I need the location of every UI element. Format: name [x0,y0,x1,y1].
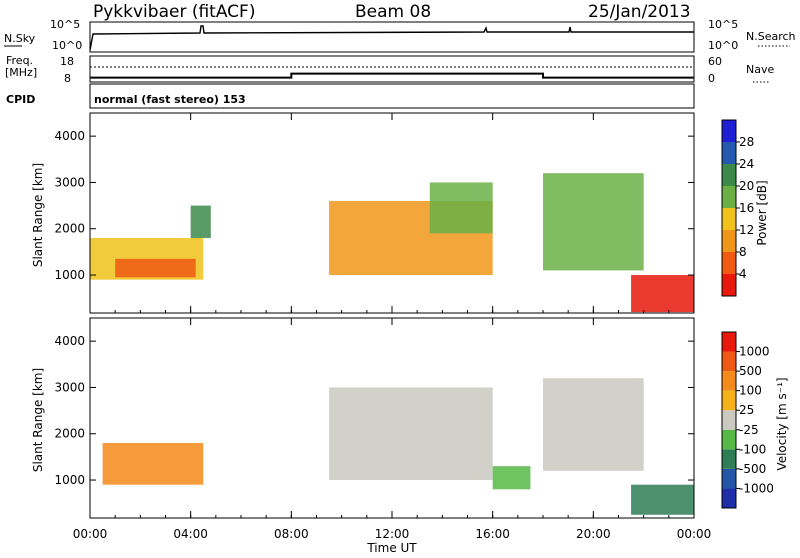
x-tick-label: 16:00 [475,527,510,541]
echo-region [631,484,694,515]
power-colorbar-swatch [722,186,736,208]
nsearch-tick-bottom: 10^0 [708,39,738,52]
power-colorbar-swatch [722,164,736,186]
power-colorbar-swatch [722,252,736,274]
x-tick-label: 00:00 [677,527,712,541]
echo-region [631,275,694,313]
power-echoes [90,173,694,313]
velocity-ylabel: Slant Range [km] [31,368,45,472]
velocity-colorbar-swatch [722,390,736,411]
velocity-colorbar-swatch [722,429,736,450]
y-tick-label: 3000 [54,380,85,394]
x-tick-label: 00:00 [73,527,108,541]
nsky-tick-bottom: 10^0 [52,39,82,52]
nsky-trace [89,25,694,51]
cpid-panel [89,83,695,109]
power-colorbar-tick-label: 16 [739,201,754,215]
power-colorbar-swatch [722,208,736,230]
velocity-colorbar-tick-label: -500 [739,462,766,476]
power-yticks: 4000 3000 2000 1000 [54,129,694,282]
x-tick-label: 20:00 [576,527,611,541]
power-colorbar-tick-label: 8 [739,245,747,259]
beam-title: Beam 08 [355,2,431,22]
power-colorbar-label: Power [dB] [755,180,769,245]
velocity-colorbar-frame [721,331,737,509]
power-colorbar-swatch [722,230,736,252]
velocity-colorbar-swatch [722,371,736,391]
cpid-label: CPID [6,93,35,106]
velocity-colorbar-swatch [722,449,736,469]
velocity-colorbar-tick-label: 1000 [739,345,770,359]
y-tick-label: 2000 [54,427,85,441]
velocity-panel: 4000 3000 2000 1000 00:00 04:00 08:00 12:00 16:… [31,317,712,555]
freq-panel [89,55,695,83]
power-colorbar: 28 24 20 16 12 8 4 [721,119,754,297]
power-panel: 4000 3000 2000 1000 Slant Range [km] [31,112,695,314]
echo-region [543,378,644,471]
y-tick-label: 2000 [54,222,85,236]
x-tick-label: 04:00 [173,527,208,541]
date-title: 25/Jan/2013 [588,2,691,22]
nave-tick-top: 60 [708,55,722,68]
velocity-colorbar-swatch [722,468,736,489]
velocity-colorbar-tick-label: -1000 [739,481,774,495]
velocity-xticks: 00:00 04:00 08:00 12:00 16:00 20:00 00:00 [73,318,712,541]
power-colorbar-tick-label: 24 [739,157,754,171]
power-colorbar-tick-label: 4 [739,267,747,281]
velocity-colorbar-tick-label: 25 [739,403,754,417]
velocity-colorbar-label: Velocity [m s⁻¹] [775,377,789,470]
y-tick-label: 4000 [54,129,85,143]
velocity-colorbar-swatch [722,410,736,430]
radar-title: Pykkvibaer (fitACF) [93,2,255,22]
echo-region [190,205,211,238]
velocity-colorbar-tick-label: -100 [739,442,766,456]
nave-label: Nave [746,63,774,76]
power-xticks [89,113,695,313]
power-colorbar-swatch [722,120,736,142]
y-tick-label: 4000 [54,334,85,348]
power-ylabel: Slant Range [km] [31,163,45,267]
y-tick-label: 1000 [54,473,85,487]
y-tick-label: 1000 [54,268,85,282]
velocity-colorbar-swatch [722,351,736,372]
nsky-panel [89,21,695,53]
power-colorbar-tick-label: 12 [739,223,754,237]
nsearch-label: N.Search [746,30,796,43]
x-tick-label: 08:00 [274,527,309,541]
freq-label: Freq. [6,54,33,67]
freq-unit-label: [MHz] [5,66,37,79]
velocity-yticks: 4000 3000 2000 1000 [54,334,694,487]
velocity-echoes [102,378,694,515]
echo-region [329,387,493,481]
x-tick-label: 12:00 [375,527,410,541]
freq-trace [90,72,694,79]
velocity-colorbar-tick-label: 100 [739,384,762,398]
nsky-label: N.Sky [4,32,36,45]
velocity-colorbar-swatch [722,488,736,508]
echo-region [429,182,493,234]
velocity-colorbar-swatch [722,332,736,352]
echo-region [102,443,204,485]
power-colorbar-tick-label: 28 [739,135,754,149]
time-axis-label: Time UT [366,541,417,554]
y-tick-label: 3000 [54,175,85,189]
power-colorbar-swatch [722,142,736,164]
velocity-colorbar: 1000 500 100 25 -25 -100 -500 -1000 [721,331,774,509]
echo-region [115,258,196,278]
freq-tick-bottom: 8 [64,72,71,85]
mode-label: normal (fast stereo) 153 [94,93,246,106]
freq-tick-top: 18 [60,55,74,68]
power-colorbar-swatch [722,274,736,296]
nsearch-tick-top: 10^5 [708,18,738,31]
velocity-colorbar-tick-label: -25 [739,423,759,437]
echo-region [492,466,531,490]
power-colorbar-tick-label: 20 [739,179,754,193]
velocity-colorbar-tick-label: 500 [739,364,762,378]
nsky-tick-top: 10^5 [50,18,80,31]
echo-region [543,173,644,271]
nave-tick-bottom: 0 [708,72,715,85]
